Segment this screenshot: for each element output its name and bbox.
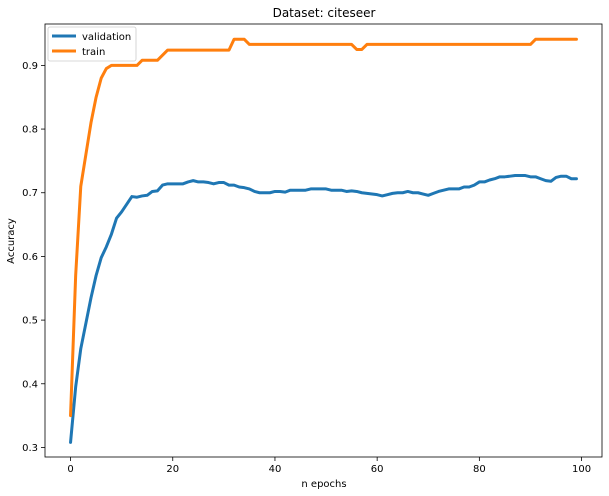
x-tick-label: 80 [473,464,486,475]
legend: validation train [47,26,137,62]
plot-area-frame [44,23,603,458]
y-tick-label: 0.7 [22,188,38,199]
legend-label-train: train [82,47,105,58]
legend-label-validation: validation [82,32,131,43]
x-tick-label: 60 [371,464,384,475]
x-tick-label: 20 [166,464,179,475]
x-tick-label: 0 [67,464,73,475]
x-axis-ticks: 0 20 40 60 80 100 [67,457,591,475]
x-tick-label: 100 [572,464,591,475]
y-tick-label: 0.3 [22,443,38,454]
series-layer [69,37,578,444]
x-tick-label: 40 [269,464,282,475]
chart-title: Dataset: citeseer [273,6,376,20]
y-tick-label: 0.9 [22,61,38,72]
y-tick-label: 0.8 [22,125,38,136]
series-line-train [69,37,578,418]
series-line-validation [69,174,578,444]
x-axis-label: n epochs [301,479,346,490]
y-tick-label: 0.4 [22,379,38,390]
y-tick-label: 0.5 [22,316,38,327]
y-axis-label: Accuracy [6,218,17,264]
y-axis-ticks: 0.3 0.4 0.5 0.6 0.7 0.8 0.9 [22,61,45,454]
y-tick-label: 0.6 [22,252,38,263]
